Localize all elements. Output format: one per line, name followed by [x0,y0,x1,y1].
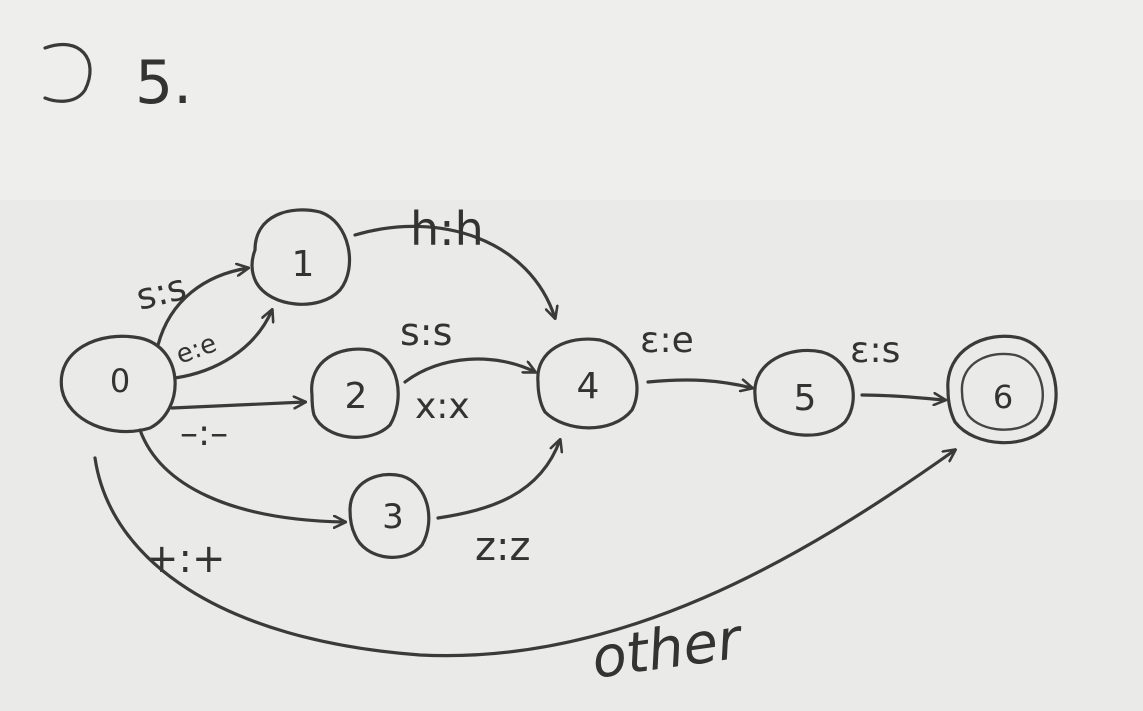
state-1-label: 1 [292,244,315,285]
edge-label-0-3: +:+ [145,536,226,582]
edge-1-4 [353,224,555,318]
edge-3-4 [436,440,560,520]
state-2-label: 2 [345,376,368,417]
state-6-outer-circle [946,334,1058,445]
state-0: 0 [59,334,177,434]
state-5: 5 [753,348,855,437]
state-3-label: 3 [382,497,404,537]
state-2: 2 [310,347,400,439]
state-3: 3 [348,472,431,559]
state-6-label: 6 [993,378,1013,416]
state-4: 4 [536,337,639,430]
problem-number: 5. [135,48,192,118]
state-5-circle [753,348,855,437]
state-3-circle [348,472,431,559]
paper-highlight [0,0,1143,200]
state-2-circle [310,347,400,439]
state-6: 6 [946,334,1058,445]
state-0-circle [59,334,177,434]
state-5-label: 5 [794,378,817,419]
edge-label-4-5: ε:e [640,320,694,361]
edge-label-2-4-upper: s:s [400,310,452,354]
problem-mark-icon [43,42,92,103]
edge-0-6 [93,450,955,658]
state-1-circle [250,208,352,306]
state-4-circle [536,337,639,430]
edge-0-1-upper [156,268,248,347]
edge-label-0-2: –:– [180,413,228,454]
state-1: 1 [250,208,352,306]
edge-0-2 [170,402,305,410]
edge-0-1-lower [173,310,272,380]
edge-4-5 [646,380,752,388]
state-6-inner-circle [960,352,1044,431]
edge-label-2-4-lower: x:x [415,386,470,427]
edge-0-3 [138,428,345,522]
edge-label-1-4: h:h [410,202,484,256]
edge-5-6 [860,395,945,400]
edge-label-3-4: z:z [475,524,530,570]
state-0-label: 0 [110,362,130,400]
state-4-label: 4 [577,366,600,407]
edge-2-4-upper [403,357,535,384]
edge-label-5-6: ε:s [850,330,900,371]
